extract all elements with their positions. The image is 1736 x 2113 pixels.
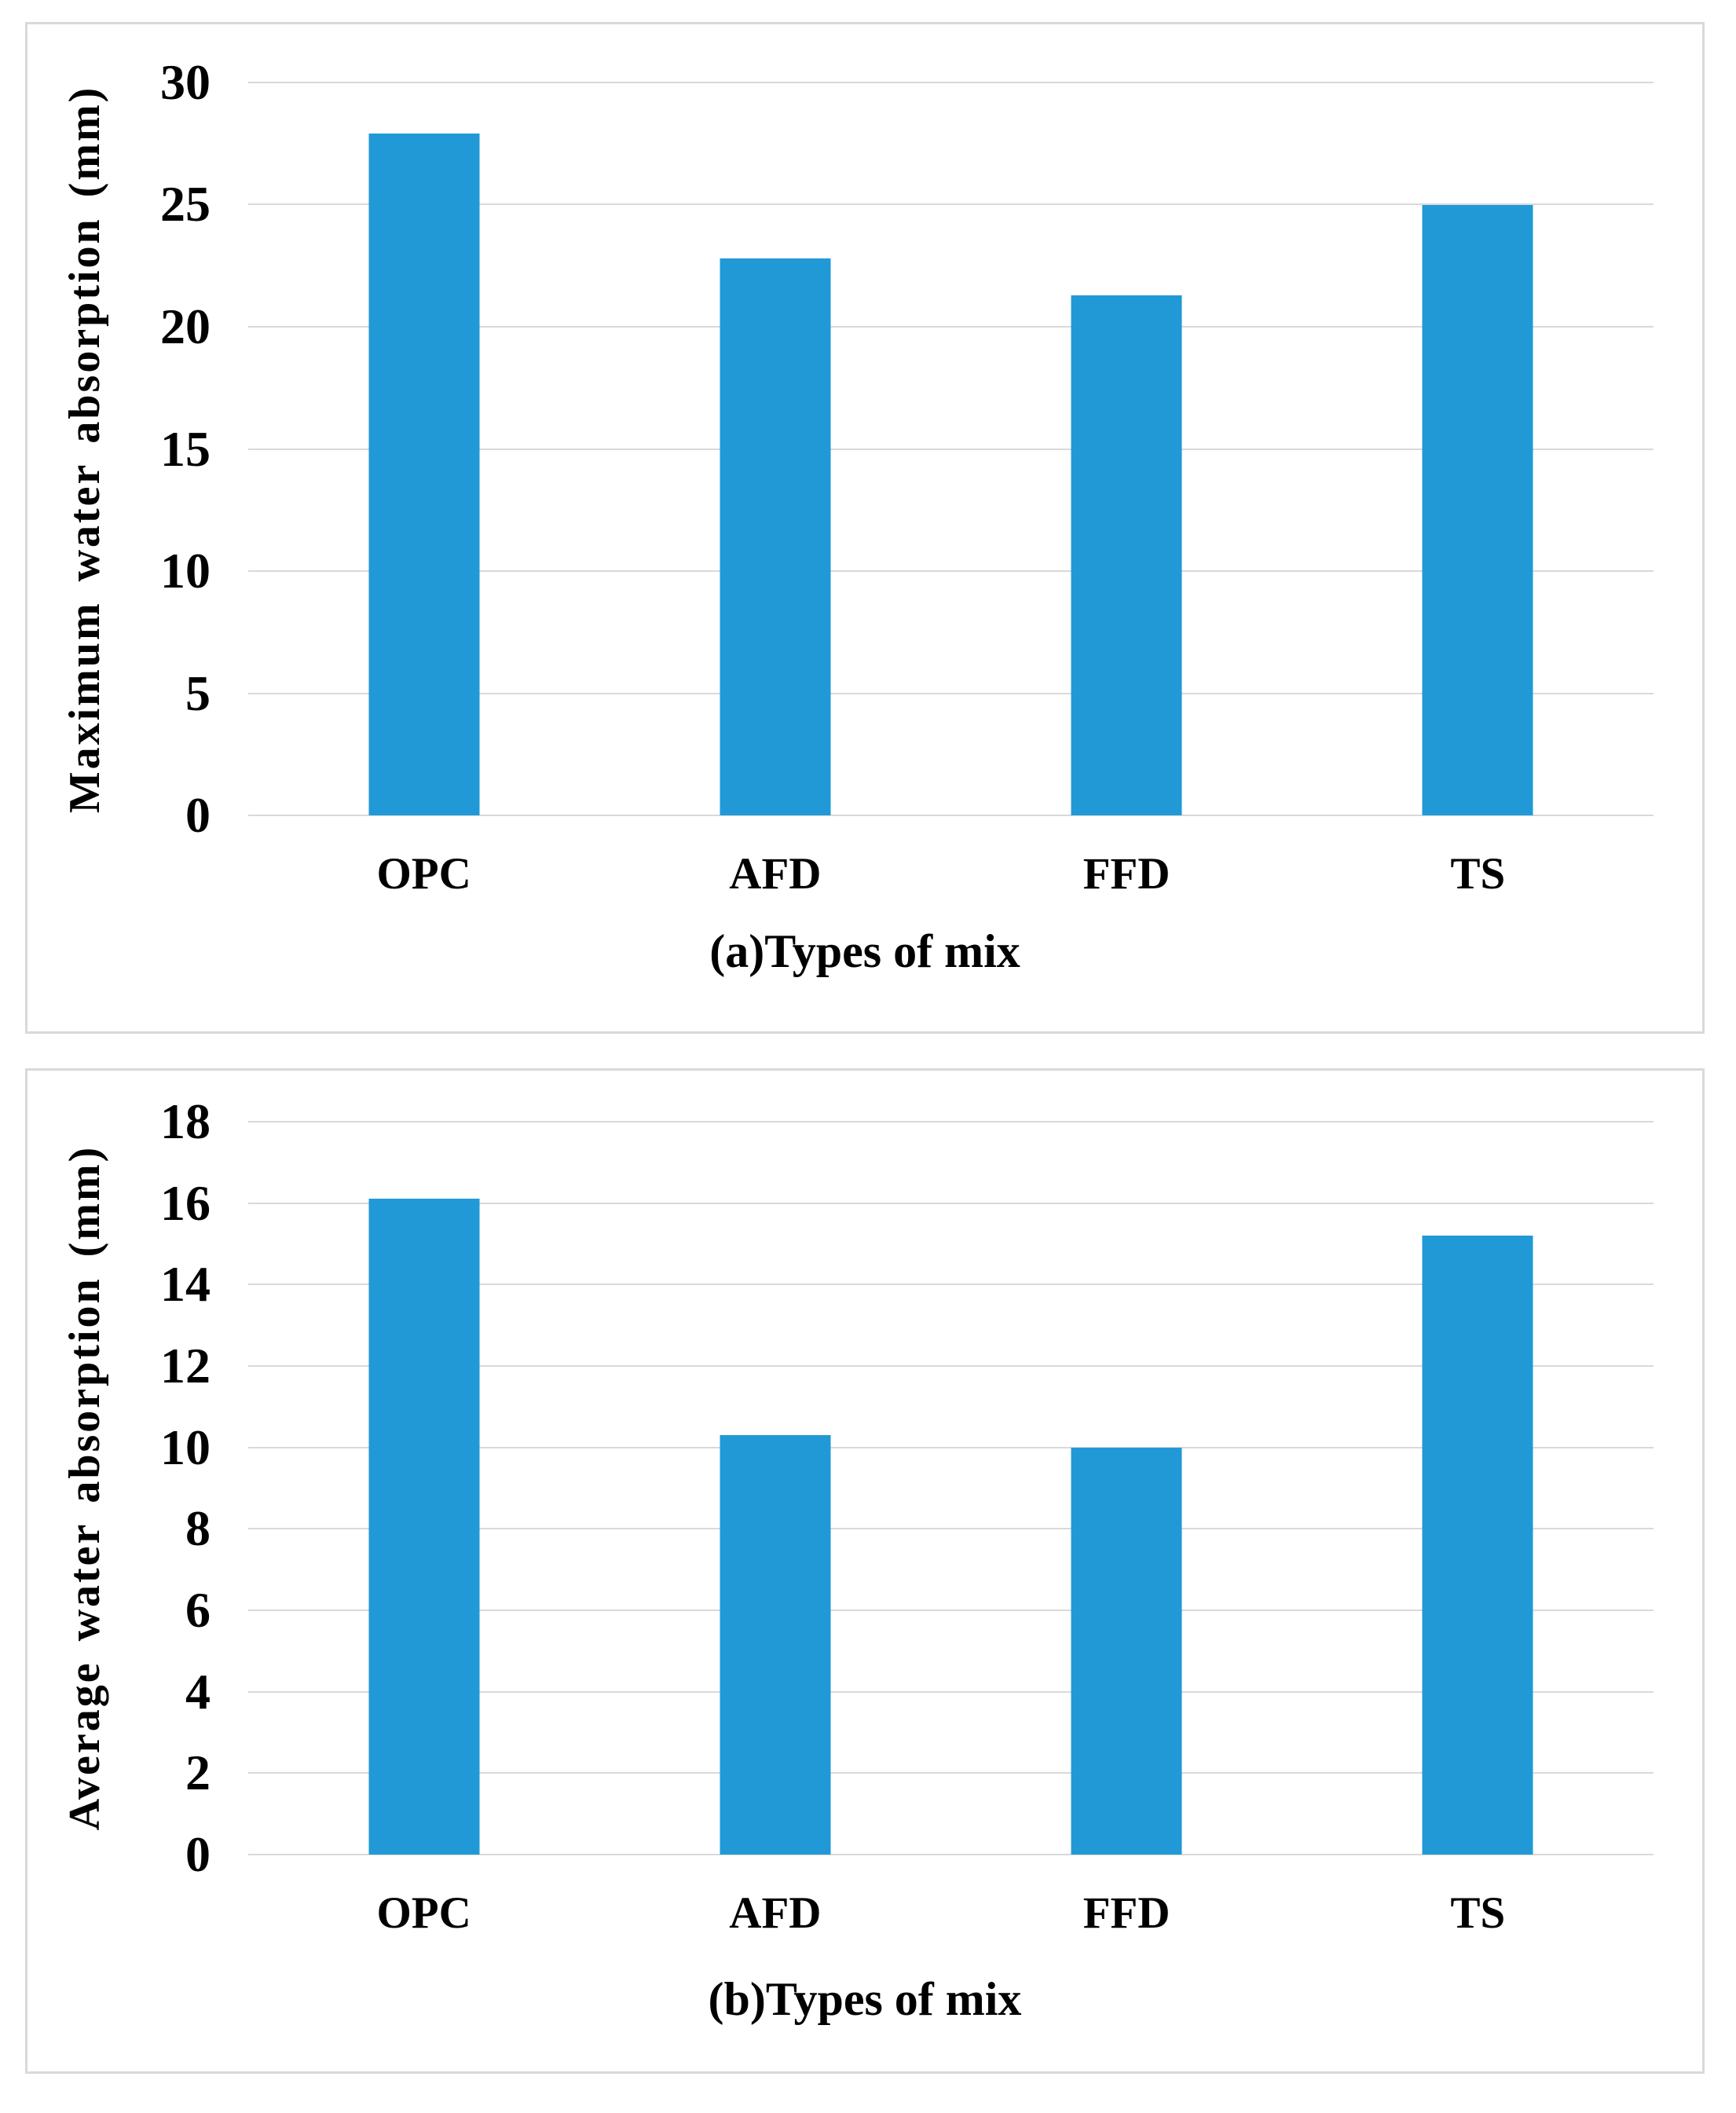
gridline-y-8 — [248, 1528, 1654, 1530]
gridline-y-4 — [248, 1690, 1654, 1693]
y-axis-title: Average water absorption (mm) — [60, 1144, 109, 1831]
y-tick-label: 12 — [160, 1337, 211, 1393]
y-tick-label: 25 — [160, 176, 211, 233]
x-category-label-ts: TS — [1450, 1888, 1506, 1938]
y-tick-label: 4 — [185, 1663, 211, 1719]
bar-ts — [1422, 1236, 1533, 1855]
gridline-y-18 — [248, 1121, 1654, 1122]
gridline-y-15 — [248, 448, 1654, 450]
chart-caption: (b)Types of mix — [708, 1973, 1022, 2025]
y-tick-label: 20 — [160, 298, 211, 354]
y-tick-label: 14 — [160, 1256, 211, 1313]
plot-area: 0 2 4 6 8 10 12 14 16 18 — [160, 1097, 1654, 1880]
y-tick-label: 0 — [185, 1826, 211, 1882]
gridline-y-20 — [248, 325, 1654, 328]
x-category-label-ffd: FFD — [1082, 1888, 1170, 1938]
y-tick-label: 15 — [160, 420, 211, 477]
plot-area: 0 5 10 15 20 25 30 — [160, 57, 1654, 840]
y-axis-title: Maximum water absorption (mm) — [60, 85, 109, 814]
x-category-label-afd: AFD — [729, 1888, 822, 1938]
x-category-label-afd: AFD — [729, 849, 822, 899]
x-category-label-ffd: FFD — [1082, 849, 1170, 899]
gridline-y-10 — [248, 569, 1654, 572]
bar-ffd — [1071, 1447, 1182, 1855]
y-tick-label: 30 — [160, 54, 211, 110]
chart-caption: (a)Types of mix — [709, 925, 1020, 977]
bar-ts — [1422, 204, 1533, 815]
y-tick-label: 6 — [185, 1581, 211, 1638]
gridline-y-0 — [248, 1854, 1654, 1855]
y-tick-label: 8 — [185, 1500, 211, 1557]
bar-ffd — [1071, 295, 1182, 815]
y-tick-label: 16 — [160, 1174, 211, 1231]
gridline-y-5 — [248, 692, 1654, 694]
x-category-label-ts: TS — [1450, 849, 1506, 899]
y-tick-label: 0 — [185, 787, 211, 843]
gridline-y-6 — [248, 1609, 1654, 1611]
x-axis-labels: OPC AFD FFD TS — [248, 851, 1654, 914]
x-category-label-opc: OPC — [376, 1888, 471, 1938]
y-tick-label: 2 — [185, 1745, 211, 1801]
gridline-y-14 — [248, 1284, 1654, 1286]
bar-afd — [720, 1435, 831, 1855]
x-axis-labels: OPC AFD FFD TS — [248, 1891, 1654, 1954]
gridline-y-16 — [248, 1202, 1654, 1204]
y-tick-label: 10 — [160, 542, 211, 599]
y-tick-label: 10 — [160, 1419, 211, 1475]
bar-opc — [368, 1199, 480, 1855]
gridline-y-25 — [248, 203, 1654, 206]
chart-panel-a: Maximum water absorption (mm) 0 5 10 15 20 25… — [25, 22, 1705, 1034]
gridline-y-10 — [248, 1446, 1654, 1448]
gridline-y-12 — [248, 1364, 1654, 1367]
x-category-label-opc: OPC — [376, 849, 471, 899]
gridline-y-30 — [248, 82, 1654, 83]
y-tick-label: 5 — [185, 665, 211, 721]
gridline-y-0 — [248, 815, 1654, 816]
y-tick-label: 18 — [160, 1093, 211, 1149]
bar-afd — [720, 258, 831, 815]
chart-panel-b: Average water absorption (mm) 0 2 4 6 8 10 12 1… — [25, 1068, 1705, 2074]
gridline-y-2 — [248, 1772, 1654, 1774]
bar-opc — [368, 134, 480, 815]
